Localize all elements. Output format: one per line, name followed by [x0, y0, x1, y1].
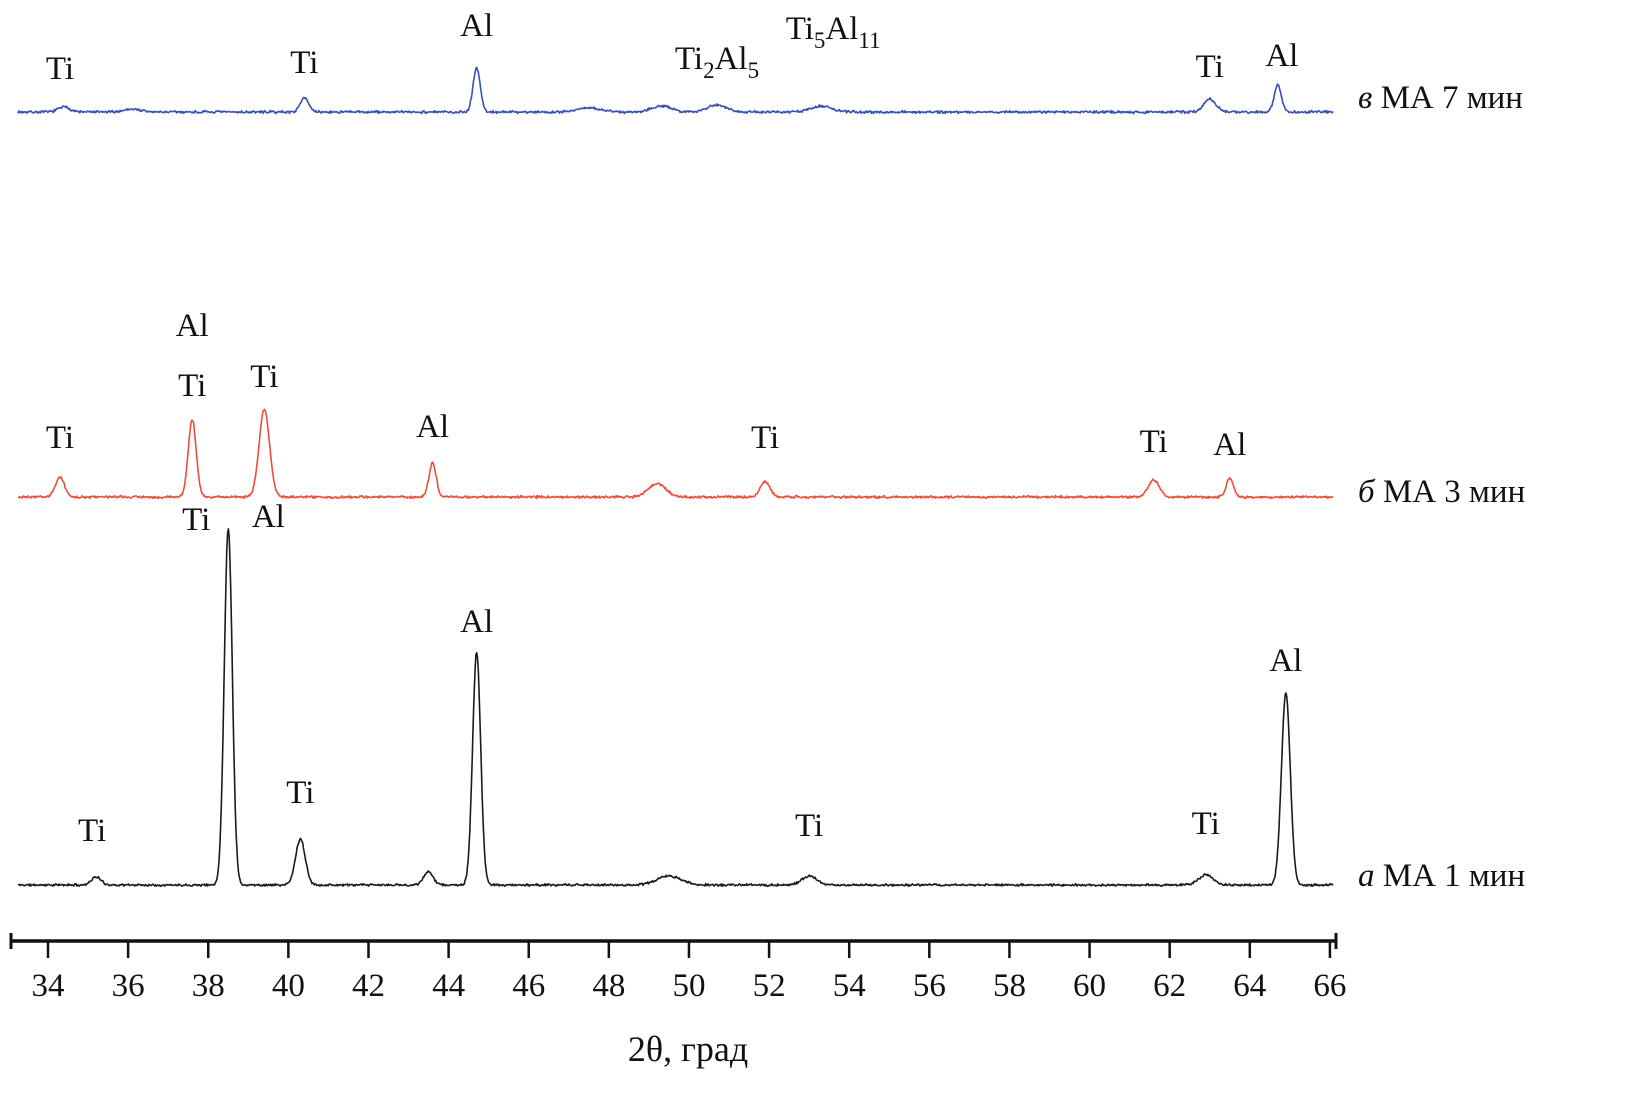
peak-label: Ti — [46, 420, 74, 456]
x-tick-label: 46 — [512, 968, 545, 1004]
x-tick-label: 34 — [32, 968, 65, 1004]
peak-label: Al — [1265, 38, 1298, 74]
x-tick-label: 48 — [592, 968, 625, 1004]
trace-letter: б — [1358, 474, 1375, 510]
trace-name-в: в МА 7 мин — [1358, 80, 1523, 117]
x-tick-label: 62 — [1153, 968, 1186, 1004]
peak-label: Al — [252, 499, 285, 535]
peak-label: Ti — [182, 502, 210, 538]
peak-label: Ti — [1192, 806, 1220, 842]
x-tick-label: 44 — [432, 968, 465, 1004]
x-tick-label: 50 — [672, 968, 705, 1004]
x-tick-label: 60 — [1073, 968, 1106, 1004]
peak-label: Ti — [250, 359, 278, 395]
trace-text: МА 7 мин — [1372, 80, 1523, 116]
peak-label: Ti — [751, 420, 779, 456]
peak-label: Ti2Al5 — [675, 41, 759, 83]
trace-text: МА 1 мин — [1374, 858, 1526, 894]
peak-label: Ti — [1140, 424, 1168, 460]
peak-label: Al — [460, 604, 493, 640]
peak-label: Al — [1213, 427, 1246, 463]
x-tick-label: 40 — [272, 968, 305, 1004]
peak-label: Ti — [795, 808, 823, 844]
xrd-trace-а — [17, 528, 1334, 888]
x-tick-label: 38 — [192, 968, 225, 1004]
x-tick-label: 56 — [913, 968, 946, 1004]
trace-text: МА 3 мин — [1374, 474, 1526, 510]
trace-letter: в — [1358, 80, 1373, 116]
xrd-trace-б — [17, 408, 1334, 500]
peak-label: Ti — [286, 775, 314, 811]
peak-label: Ti — [78, 813, 106, 849]
peak-label: Ti5Al11 — [786, 11, 881, 53]
trace-letter: а — [1358, 858, 1375, 894]
peak-label: Ti — [46, 51, 74, 87]
x-tick-label: 66 — [1313, 968, 1346, 1004]
x-axis-title: 2θ, град — [627, 1029, 749, 1069]
peak-label: Al — [460, 8, 493, 44]
x-tick-label: 36 — [112, 968, 145, 1004]
x-tick-label: 58 — [993, 968, 1026, 1004]
trace-name-а: а МА 1 мин — [1358, 858, 1525, 895]
x-tick-label: 54 — [833, 968, 866, 1004]
peak-label: Ti — [178, 368, 206, 404]
x-tick-label: 42 — [352, 968, 385, 1004]
x-tick-label: 52 — [753, 968, 786, 1004]
peak-label: Al — [176, 308, 209, 344]
xrd-trace-в — [17, 66, 1334, 115]
peak-label: Ti — [290, 45, 318, 81]
trace-name-б: б МА 3 мин — [1358, 474, 1525, 511]
peak-label: Al — [416, 409, 449, 445]
x-tick-label: 64 — [1233, 968, 1266, 1004]
peak-label: Ti — [1196, 49, 1224, 85]
peak-label: Al — [1269, 643, 1302, 679]
